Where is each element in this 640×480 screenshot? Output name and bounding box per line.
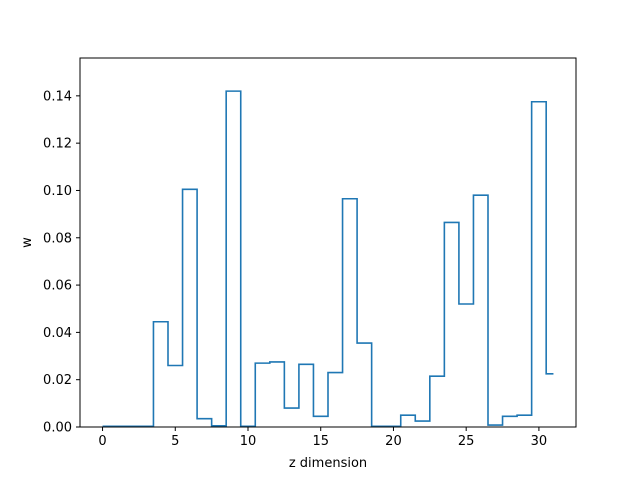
series-line-0 [102,90,554,428]
axes-frame [79,57,577,428]
x-tick-label: 25 [458,434,475,449]
y-tick-label: 0.02 [43,373,72,388]
x-tick-label: 0 [98,434,106,449]
x-tick-label: 10 [240,434,257,449]
x-axis-ticks: 0 5 10 15 20 25 30 [98,427,547,449]
x-tick-label: 30 [531,434,548,449]
x-tick-label: 15 [312,434,329,449]
plot-area [102,90,554,428]
y-tick-label: 0.12 [43,137,72,152]
x-tick-label: 20 [385,434,402,449]
y-tick-label: 0.14 [43,89,72,104]
y-axis-label: w [20,237,35,248]
y-tick-label: 0.04 [43,326,72,341]
y-tick-label: 0.08 [43,231,72,246]
y-tick-label: 0.06 [43,279,72,294]
y-tick-label: 0.10 [43,184,72,199]
y-tick-label: 0.00 [43,421,72,436]
x-axis-label: z dimension [289,456,367,471]
y-axis-ticks: 0.00 0.02 0.04 0.06 0.08 0.10 0.12 0.14 [43,89,80,436]
x-tick-label: 5 [171,434,179,449]
